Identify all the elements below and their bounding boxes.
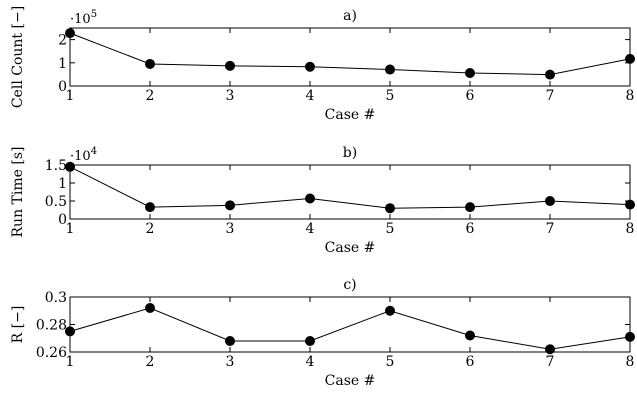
y-tick-label: 1.5 [45, 158, 67, 174]
panel-title: c) [343, 277, 356, 293]
x-tick-label: 4 [306, 221, 315, 237]
panel-2: 1 2 3 4 5 6 7 800.511.5b)Case #Run Time [s] ·104 [10, 145, 635, 256]
y-tick-label: 2 [58, 33, 67, 49]
x-tick-label: 3 [226, 354, 235, 370]
data-point [545, 69, 555, 80]
data-point [65, 326, 75, 337]
y-axis-label: R [−] [10, 306, 26, 344]
data-point [385, 64, 395, 75]
data-point [305, 336, 315, 346]
data-point [465, 68, 475, 79]
y-axis-label: Cell Count [−] [10, 6, 26, 108]
series-line [69, 32, 631, 76]
x-axis-label: Case # [325, 107, 376, 123]
y-tick-label: 0.3 [45, 290, 67, 306]
y-tick-label: 0 [58, 212, 67, 228]
x-tick-label: 5 [386, 88, 395, 104]
data-point [625, 331, 635, 342]
x-tick-label: 4 [306, 88, 315, 104]
data-point [465, 330, 475, 341]
x-tick-label: 8 [626, 88, 635, 104]
data-point [625, 199, 635, 210]
data-point [385, 305, 395, 316]
x-tick-label: 8 [626, 354, 635, 370]
data-point [625, 53, 635, 64]
y-tick-label: 0 [58, 79, 67, 95]
axis-multiplier: ·105 [70, 9, 97, 27]
x-tick-label: 3 [226, 88, 235, 104]
y-tick-label: 0.28 [36, 318, 67, 334]
x-axis-label: Case # [325, 373, 376, 389]
data-point [145, 202, 155, 213]
x-tick-label: 1 [66, 354, 75, 370]
data-point [465, 202, 475, 213]
x-tick-label: 2 [146, 354, 155, 370]
x-tick-label: 2 [146, 88, 155, 104]
panel-title: a) [343, 8, 357, 24]
axis-multiplier-exponent: 4 [91, 146, 97, 157]
x-tick-label: 7 [546, 354, 555, 370]
y-tick-label: 0.26 [36, 345, 67, 361]
axis-multiplier-exponent: 5 [91, 9, 97, 20]
x-tick-label: 4 [306, 354, 315, 370]
panel-3: 1 2 3 4 5 6 7 8 0.26 0.28 0.3 c) Case # R [−] [10, 277, 635, 389]
x-tick-label: 8 [626, 221, 635, 237]
x-tick-label: 1 [66, 88, 75, 104]
data-point [145, 303, 155, 313]
panel-title: b) [343, 145, 357, 161]
x-tick-label: 2 [146, 221, 155, 237]
series-line [69, 166, 631, 209]
y-tick-label: 0.5 [45, 194, 67, 210]
data-point [225, 336, 235, 346]
y-tick-label: 1 [58, 56, 67, 72]
x-tick-label: 5 [386, 354, 395, 370]
data-point [65, 28, 75, 39]
series-line [69, 307, 631, 350]
y-axis-label: Run Time [s] [10, 147, 26, 238]
axis-multiplier: ·104 [70, 146, 97, 164]
axis-multiplier-base: ·10 [70, 12, 91, 27]
y-tick-label: 1 [58, 176, 67, 192]
axis-multiplier-base: ·10 [70, 149, 91, 164]
data-point [545, 196, 555, 206]
x-tick-label: 1 [66, 221, 75, 237]
data-point [305, 61, 315, 72]
x-tick-label: 6 [466, 221, 475, 237]
data-point [145, 58, 155, 69]
x-tick-label: 7 [546, 221, 555, 237]
x-tick-label: 7 [546, 88, 555, 104]
axes-frame [69, 164, 631, 220]
data-point [385, 203, 395, 214]
x-tick-label: 3 [226, 221, 235, 237]
data-point [225, 200, 235, 211]
x-tick-label: 6 [466, 354, 475, 370]
data-point [305, 193, 315, 204]
data-point [65, 161, 75, 172]
data-point [225, 60, 235, 71]
x-axis-label: Case # [325, 240, 376, 256]
data-point [545, 344, 555, 355]
x-tick-label: 6 [466, 88, 475, 104]
x-tick-label: 5 [386, 221, 395, 237]
